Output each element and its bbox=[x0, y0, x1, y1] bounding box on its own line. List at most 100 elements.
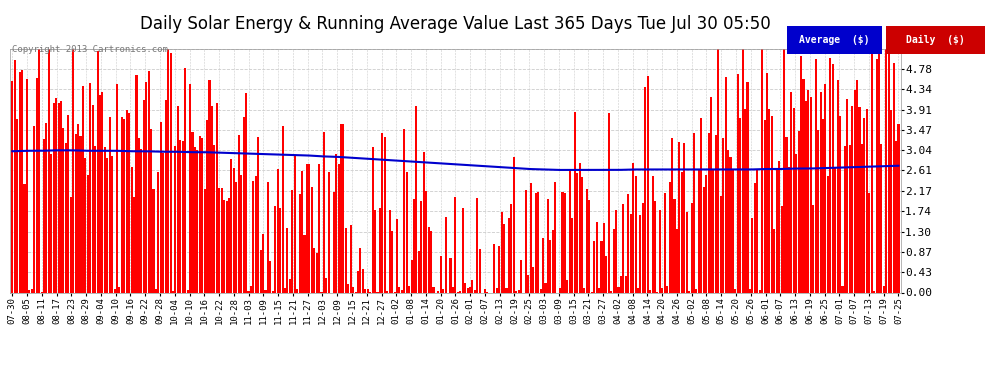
Bar bbox=[449, 258, 451, 292]
Bar bbox=[206, 120, 208, 292]
Bar bbox=[384, 137, 386, 292]
Bar bbox=[790, 92, 792, 292]
Bar bbox=[479, 249, 481, 292]
Bar bbox=[815, 59, 817, 292]
Bar bbox=[267, 182, 269, 292]
Bar bbox=[668, 183, 670, 292]
Bar bbox=[808, 90, 810, 292]
Bar bbox=[569, 169, 571, 292]
Bar bbox=[87, 174, 89, 292]
Bar bbox=[279, 208, 281, 292]
Bar bbox=[326, 278, 328, 292]
Bar bbox=[853, 90, 855, 292]
Bar bbox=[644, 87, 646, 292]
Bar bbox=[835, 168, 837, 292]
Bar bbox=[189, 84, 191, 292]
Bar bbox=[89, 83, 91, 292]
Bar bbox=[167, 40, 169, 292]
Bar bbox=[832, 64, 834, 292]
Bar bbox=[154, 289, 157, 292]
Bar bbox=[873, 291, 875, 292]
Bar bbox=[603, 223, 605, 292]
Bar bbox=[586, 189, 588, 292]
FancyBboxPatch shape bbox=[787, 26, 882, 54]
Bar bbox=[870, 40, 873, 292]
Bar bbox=[535, 193, 537, 292]
Bar bbox=[858, 107, 860, 292]
Bar bbox=[148, 71, 149, 292]
Bar bbox=[221, 188, 223, 292]
Bar bbox=[615, 210, 617, 292]
Bar bbox=[374, 210, 376, 292]
Bar bbox=[830, 58, 832, 292]
Bar bbox=[179, 140, 181, 292]
Text: Daily Solar Energy & Running Average Value Last 365 Days Tue Jul 30 05:50: Daily Solar Energy & Running Average Val… bbox=[140, 15, 771, 33]
Bar bbox=[231, 159, 233, 292]
Bar bbox=[700, 118, 702, 292]
Bar bbox=[646, 75, 648, 292]
Bar bbox=[581, 177, 583, 292]
Bar bbox=[433, 287, 435, 292]
Bar bbox=[805, 101, 807, 292]
Bar bbox=[703, 188, 705, 292]
Bar bbox=[785, 137, 787, 292]
Bar bbox=[223, 200, 225, 292]
Bar bbox=[817, 130, 819, 292]
Bar bbox=[249, 286, 251, 292]
Bar bbox=[241, 175, 243, 292]
Bar bbox=[34, 126, 36, 292]
Bar bbox=[659, 210, 661, 292]
Bar bbox=[401, 290, 403, 292]
Bar bbox=[109, 117, 111, 292]
Bar bbox=[880, 144, 882, 292]
Bar bbox=[810, 97, 812, 292]
Bar bbox=[299, 194, 301, 292]
Bar bbox=[362, 268, 364, 292]
Bar bbox=[897, 124, 900, 292]
Bar bbox=[366, 290, 369, 292]
Bar bbox=[55, 98, 57, 292]
Bar bbox=[65, 143, 67, 292]
Bar bbox=[169, 53, 171, 292]
Bar bbox=[727, 150, 729, 292]
Bar bbox=[693, 133, 695, 292]
Bar bbox=[46, 123, 48, 292]
Bar bbox=[136, 75, 138, 292]
Bar bbox=[216, 103, 218, 292]
Bar bbox=[347, 284, 349, 292]
Bar bbox=[544, 283, 546, 292]
Bar bbox=[152, 189, 154, 292]
Bar bbox=[780, 206, 783, 292]
Bar bbox=[737, 74, 739, 292]
Bar bbox=[196, 150, 198, 292]
Bar bbox=[74, 135, 76, 292]
Bar bbox=[795, 154, 797, 292]
Bar bbox=[138, 138, 140, 292]
Bar bbox=[77, 124, 79, 292]
Bar bbox=[389, 210, 391, 292]
Bar bbox=[443, 290, 445, 292]
Bar bbox=[48, 40, 50, 292]
Bar bbox=[883, 286, 885, 292]
Bar bbox=[461, 208, 463, 292]
Bar bbox=[274, 206, 276, 292]
Bar bbox=[303, 234, 306, 292]
Bar bbox=[349, 225, 351, 292]
Bar bbox=[469, 287, 471, 292]
Bar bbox=[474, 290, 476, 292]
Bar bbox=[306, 164, 308, 292]
Bar bbox=[245, 93, 248, 292]
Bar bbox=[99, 95, 101, 292]
Bar bbox=[459, 291, 461, 292]
Bar bbox=[732, 169, 734, 292]
Bar bbox=[451, 286, 454, 292]
Bar bbox=[686, 211, 688, 292]
Bar bbox=[803, 80, 805, 292]
Bar bbox=[264, 290, 266, 292]
Bar bbox=[50, 154, 52, 292]
Bar bbox=[323, 132, 325, 292]
Bar bbox=[498, 246, 500, 292]
Bar bbox=[413, 199, 415, 292]
Bar bbox=[493, 244, 495, 292]
Bar bbox=[252, 181, 254, 292]
